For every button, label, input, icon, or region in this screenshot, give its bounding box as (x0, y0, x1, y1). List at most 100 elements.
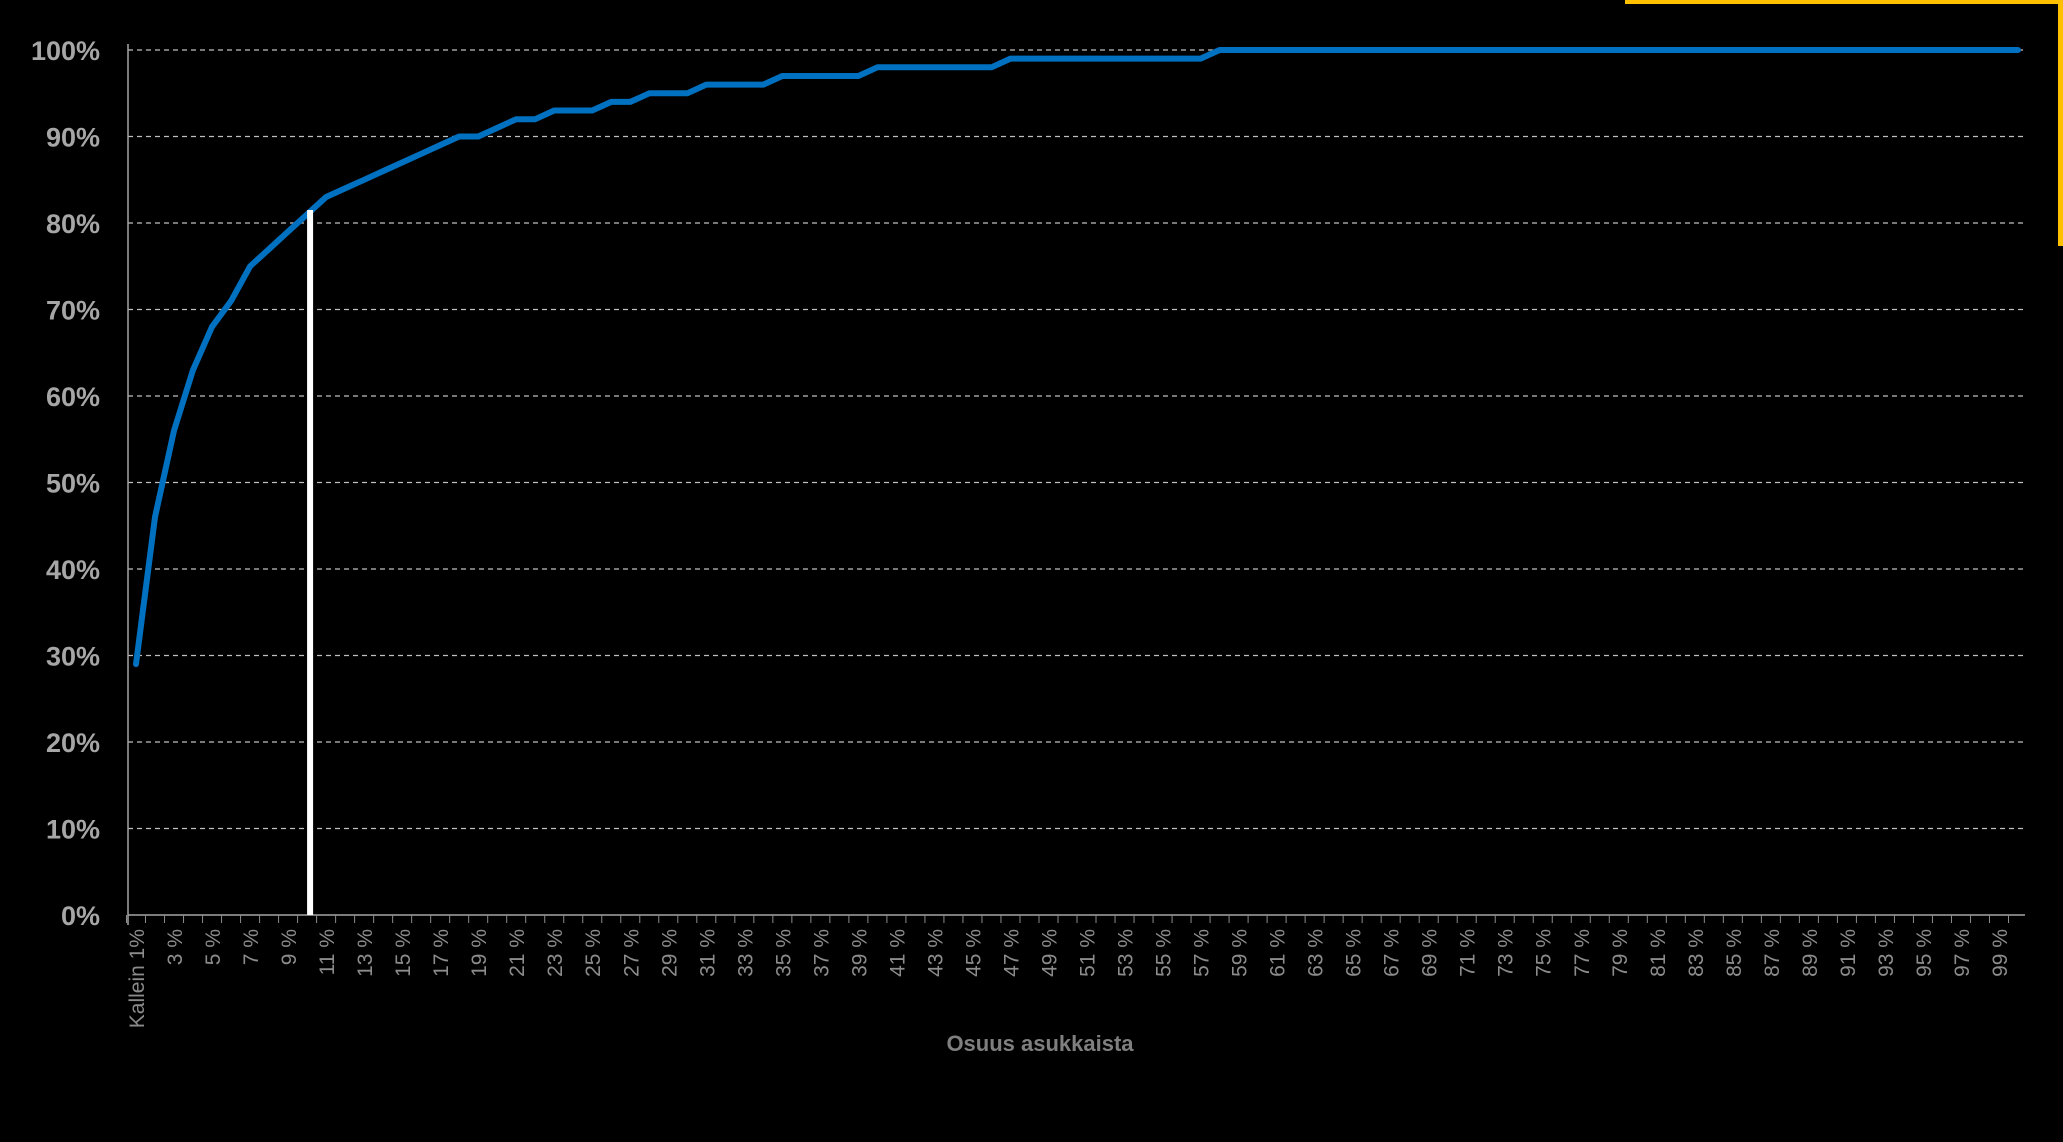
x-tick-label: Kallein 1% (126, 929, 149, 1028)
data-point (1008, 57, 1012, 61)
x-tick-label: 77 % (1571, 929, 1594, 977)
data-point (1370, 48, 1374, 52)
data-point (1275, 48, 1279, 52)
x-tick-label: 83 % (1685, 929, 1708, 977)
data-point (1579, 48, 1583, 52)
x-tick-label: 47 % (1000, 929, 1023, 977)
y-tick-label: 50% (46, 469, 100, 499)
data-point (1446, 48, 1450, 52)
data-point (1465, 48, 1469, 52)
x-axis-tick-labels: Kallein 1% 3 % 5 % 7 % 9 % 11 % 13 % 15 % 17 % 19… (126, 929, 2012, 1028)
data-point (951, 65, 955, 69)
data-point (1598, 48, 1602, 52)
data-point (1180, 57, 1184, 61)
x-tick-label: 13 % (354, 929, 377, 977)
data-point (286, 230, 290, 234)
data-point (1427, 48, 1431, 52)
data-point (400, 160, 404, 164)
data-point (761, 83, 765, 87)
x-tick-label: 43 % (924, 929, 947, 977)
x-tick-label: 87 % (1761, 929, 1784, 977)
data-point (1541, 48, 1545, 52)
data-point (1294, 48, 1298, 52)
data-point (1674, 48, 1678, 52)
data-point (1636, 48, 1640, 52)
data-point (324, 195, 328, 199)
data-point (685, 91, 689, 95)
data-point (1712, 48, 1716, 52)
x-axis-title: Osuus asukkaista (946, 1031, 1134, 1056)
x-tick-label: 81 % (1647, 929, 1670, 977)
data-point (134, 662, 138, 666)
data-point (837, 74, 841, 78)
data-point (1484, 48, 1488, 52)
data-point (1655, 48, 1659, 52)
x-tick-label: 19 % (468, 929, 491, 977)
x-tick-label: 23 % (544, 929, 567, 977)
data-point (153, 515, 157, 519)
data-point (343, 186, 347, 190)
data-point (1065, 57, 1069, 61)
data-point (1693, 48, 1697, 52)
accent-bar-top (1625, 0, 2063, 4)
data-point (1788, 48, 1792, 52)
x-tick-label: 79 % (1609, 929, 1632, 977)
data-point (514, 117, 518, 121)
x-tick-label: 89 % (1799, 929, 1822, 977)
y-tick-label: 70% (46, 296, 100, 326)
data-point (970, 65, 974, 69)
x-tick-label: 3 % (164, 929, 187, 965)
data-point (229, 299, 233, 303)
x-tick-label: 41 % (886, 929, 909, 977)
x-tick-label: 5 % (202, 929, 225, 965)
data-point (647, 91, 651, 95)
data-point (856, 74, 860, 78)
data-point (1522, 48, 1526, 52)
data-point (1883, 48, 1887, 52)
accent-bar-right (2058, 0, 2063, 246)
y-tick-label: 100% (31, 36, 100, 66)
data-point (1104, 57, 1108, 61)
x-tick-label: 59 % (1229, 929, 1252, 977)
data-point (267, 247, 271, 251)
axes (126, 44, 2025, 925)
x-tick-label: 7 % (240, 929, 263, 965)
x-tick-label: 55 % (1153, 929, 1176, 977)
y-tick-label: 90% (46, 123, 100, 153)
data-point (1959, 48, 1963, 52)
data-point (419, 152, 423, 156)
series-layer (133, 47, 2021, 915)
x-tick-label: 99 % (1989, 929, 2012, 977)
x-tick-label: 49 % (1038, 929, 1061, 977)
data-point (1256, 48, 1260, 52)
x-tick-label: 17 % (430, 929, 453, 977)
data-point (590, 109, 594, 113)
x-tick-label: 53 % (1115, 929, 1138, 977)
data-point (533, 117, 537, 121)
x-tick-label: 37 % (810, 929, 833, 977)
data-point (894, 65, 898, 69)
x-tick-label: 61 % (1267, 929, 1290, 977)
x-tick-label: 73 % (1495, 929, 1518, 977)
data-point (1199, 57, 1203, 61)
data-point (1503, 48, 1507, 52)
data-point (1560, 48, 1564, 52)
y-tick-label: 60% (46, 382, 100, 412)
data-point (1085, 57, 1089, 61)
data-point (1845, 48, 1849, 52)
y-tick-label: 80% (46, 209, 100, 239)
y-axis-tick-labels: 0% 10% 20% 30% 40% 50% 60% 70% 80% 90% 100% (31, 36, 100, 931)
x-tick-label: 45 % (962, 929, 985, 977)
data-point (1161, 57, 1165, 61)
data-point (1997, 48, 2001, 52)
data-point (818, 74, 822, 78)
data-point (609, 100, 613, 104)
y-tick-label: 0% (61, 901, 100, 931)
x-tick-label: 29 % (658, 929, 681, 977)
data-point (1807, 48, 1811, 52)
data-point (1864, 48, 1868, 52)
x-tick-label: 11 % (316, 929, 339, 975)
data-point (666, 91, 670, 95)
y-tick-label: 40% (46, 555, 100, 585)
